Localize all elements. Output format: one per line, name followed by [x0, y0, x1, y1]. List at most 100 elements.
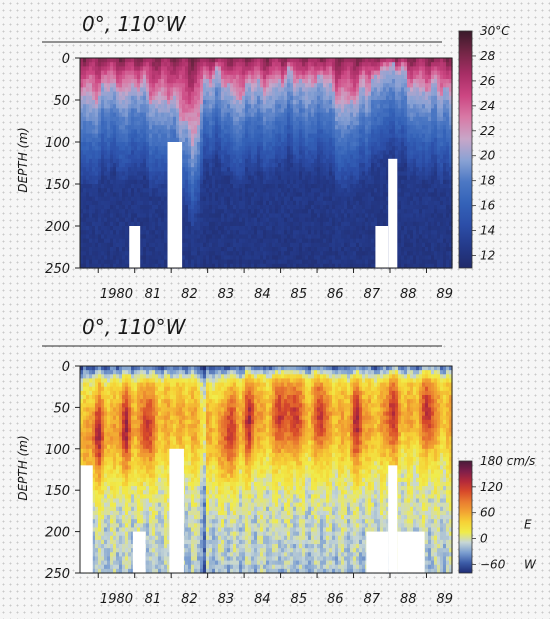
- heatmap-cell: [248, 154, 252, 160]
- heatmap-cell: [182, 125, 186, 130]
- heatmap-cell: [347, 205, 351, 210]
- heatmap-cell: [122, 259, 126, 265]
- heatmap-cell: [164, 226, 168, 231]
- heatmap-cell: [92, 192, 96, 198]
- heatmap-cell: [221, 91, 225, 97]
- heatmap-cell: [182, 150, 186, 156]
- heatmap-cell: [245, 158, 249, 164]
- heatmap-cell: [365, 79, 369, 84]
- heatmap-cell: [83, 74, 87, 80]
- heatmap-cell: [311, 146, 315, 151]
- heatmap-cell: [146, 200, 150, 206]
- heatmap-cell: [272, 95, 276, 101]
- heatmap-cell: [257, 79, 261, 84]
- heatmap-cell: [146, 158, 150, 164]
- heatmap-cell: [269, 142, 273, 147]
- heatmap-cell: [290, 137, 294, 143]
- heatmap-cell: [98, 175, 102, 181]
- heatmap-cell: [284, 108, 288, 114]
- heatmap-cell: [374, 108, 378, 114]
- heatmap-cell: [122, 158, 126, 164]
- heatmap-cell: [173, 125, 177, 130]
- heatmap-cell: [158, 66, 162, 72]
- heatmap-cell: [110, 205, 114, 210]
- heatmap-cell: [320, 62, 324, 67]
- heatmap-cell: [296, 95, 300, 101]
- heatmap-cell: [95, 87, 99, 93]
- heatmap-cell: [329, 129, 333, 135]
- heatmap-cell: [323, 163, 327, 168]
- heatmap-cell: [266, 247, 270, 252]
- heatmap-cell: [272, 263, 276, 269]
- heatmap-cell: [302, 205, 306, 210]
- heatmap-cell: [326, 95, 330, 101]
- heatmap-cell: [254, 171, 258, 177]
- heatmap-cell: [356, 171, 360, 177]
- heatmap-cell: [80, 209, 84, 214]
- heatmap-cell: [314, 259, 318, 265]
- heatmap-cell: [161, 104, 165, 109]
- heatmap-cell: [356, 251, 360, 256]
- heatmap-cell: [281, 91, 285, 97]
- heatmap-cell: [89, 79, 93, 84]
- heatmap-cell: [104, 112, 108, 118]
- heatmap-cell: [98, 238, 102, 244]
- heatmap-cell: [269, 108, 273, 114]
- heatmap-cell: [350, 137, 354, 143]
- heatmap-cell: [188, 66, 192, 72]
- heatmap-cell: [194, 116, 198, 122]
- heatmap-cell: [266, 209, 270, 214]
- heatmap-cell: [110, 112, 114, 118]
- heatmap-cell: [203, 209, 207, 214]
- heatmap-cell: [164, 91, 168, 97]
- heatmap-cell: [323, 213, 327, 219]
- heatmap-cell: [125, 62, 129, 67]
- heatmap-cell: [245, 167, 249, 172]
- heatmap-cell: [296, 247, 300, 252]
- heatmap-cell: [101, 100, 105, 105]
- heatmap-cell: [125, 230, 129, 235]
- heatmap-cell: [140, 184, 144, 189]
- heatmap-cell: [89, 263, 93, 269]
- heatmap-cell: [263, 116, 267, 122]
- heatmap-cell: [128, 137, 132, 143]
- heatmap-cell: [368, 251, 372, 256]
- heatmap-cell: [185, 62, 189, 67]
- heatmap-cell: [269, 200, 273, 206]
- heatmap-cell: [236, 171, 240, 177]
- heatmap-cell: [353, 163, 357, 168]
- heatmap-cell: [185, 121, 189, 126]
- heatmap-cell: [143, 146, 147, 151]
- heatmap-cell: [143, 91, 147, 97]
- heatmap-cell: [365, 205, 369, 210]
- heatmap-cell: [155, 213, 159, 219]
- heatmap-cell: [119, 142, 123, 147]
- heatmap-cell: [296, 112, 300, 118]
- heatmap-cell: [140, 95, 144, 101]
- heatmap-cell: [164, 158, 168, 164]
- heatmap-cell: [188, 95, 192, 101]
- heatmap-cell: [239, 200, 243, 206]
- heatmap-cell: [131, 116, 135, 122]
- heatmap-cell: [242, 125, 246, 130]
- heatmap-cell: [86, 58, 90, 63]
- heatmap-cell: [344, 108, 348, 114]
- heatmap-cell: [362, 179, 366, 185]
- heatmap-cell: [365, 146, 369, 151]
- heatmap-cell: [134, 66, 138, 72]
- heatmap-cell: [347, 234, 351, 240]
- heatmap-cell: [263, 251, 267, 256]
- heatmap-cell: [131, 146, 135, 151]
- heatmap-cell: [170, 58, 174, 63]
- heatmap-cell: [218, 95, 222, 101]
- heatmap-cell: [266, 188, 270, 193]
- heatmap-cell: [293, 247, 297, 252]
- heatmap-cell: [206, 121, 210, 126]
- heatmap-cell: [239, 221, 243, 227]
- heatmap-cell: [329, 196, 333, 202]
- heatmap-cell: [317, 121, 321, 126]
- heatmap-cell: [98, 205, 102, 210]
- heatmap-cell: [101, 192, 105, 198]
- heatmap-cell: [101, 154, 105, 160]
- heatmap-cell: [356, 175, 360, 181]
